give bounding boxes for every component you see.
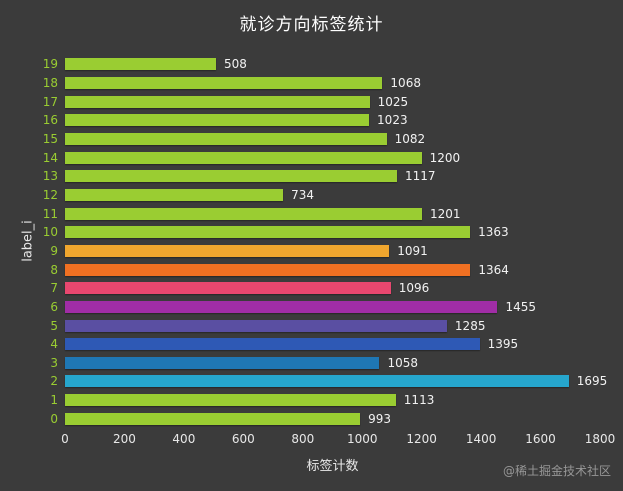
bar-category-9 — [65, 244, 390, 257]
bar-row: 1023 — [65, 111, 600, 130]
bar-value-label: 993 — [368, 411, 392, 426]
bar-category-17 — [65, 95, 370, 108]
y-tick-label: 5 — [50, 318, 58, 333]
bar-value-label: 1201 — [429, 206, 461, 221]
x-tick-label: 800 — [291, 432, 315, 446]
bar-value-label: 1117 — [404, 169, 436, 184]
bar-value-label: 1363 — [478, 225, 509, 240]
bar-category-5 — [65, 319, 447, 332]
y-tick-label: 19 — [42, 57, 58, 72]
bar-category-4 — [65, 338, 480, 351]
y-tick-label: 4 — [50, 337, 58, 352]
bar-value-label: 1023 — [377, 113, 408, 128]
x-tick-label: 1600 — [525, 432, 556, 446]
x-tick-label: 200 — [112, 432, 136, 446]
y-tick-label: 1 — [50, 393, 58, 408]
x-axis-label: 标签计数 — [306, 459, 359, 474]
bar-value-label: 1695 — [576, 374, 608, 389]
x-tick-label: 1000 — [346, 432, 378, 446]
y-tick-label: 9 — [50, 243, 58, 258]
bar-value-label: 1364 — [478, 262, 509, 277]
bar-value-label: 734 — [291, 187, 315, 202]
bar-category-2 — [65, 375, 569, 388]
y-tick-labels: 19 18 17 16 15 14 13 12 11 10 9 8 7 6 5 4 3 2 1 0 — [0, 55, 58, 428]
bar-row: 1395 — [65, 335, 600, 354]
bar-row: 1363 — [65, 223, 600, 242]
bar-category-18 — [65, 76, 383, 89]
x-tick-label: 600 — [231, 432, 255, 446]
x-tick-label: 1800 — [584, 432, 616, 446]
bar-row: 508 — [65, 55, 600, 74]
bar-row: 1364 — [65, 260, 600, 279]
bar-category-13 — [65, 170, 397, 183]
watermark: @稀土掘金技术社区 — [502, 464, 611, 478]
bar-value-label: 1091 — [397, 243, 428, 258]
bar-value-label: 1285 — [454, 318, 486, 333]
bar-value-label: 1113 — [403, 393, 435, 408]
y-tick-label: 11 — [42, 206, 58, 221]
bar-row: 1025 — [65, 92, 600, 111]
bar-row: 1117 — [65, 167, 600, 186]
bar-category-15 — [65, 132, 387, 145]
y-tick-label: 7 — [50, 281, 58, 296]
bar-category-12 — [65, 188, 284, 201]
bar-category-1 — [65, 394, 396, 407]
bar-value-label: 1058 — [387, 355, 418, 370]
y-tick-label: 17 — [42, 94, 58, 109]
y-tick-label: 8 — [50, 262, 58, 277]
bar-value-label: 1068 — [390, 75, 421, 90]
bar-row: 1201 — [65, 204, 600, 223]
y-tick-label: 12 — [42, 187, 58, 202]
bar-row: 1200 — [65, 148, 600, 167]
bar-category-8 — [65, 263, 471, 276]
y-tick-label: 16 — [42, 113, 58, 128]
bar-row: 1091 — [65, 242, 600, 261]
bar-row: 1455 — [65, 298, 600, 317]
y-tick-label: 2 — [50, 374, 58, 389]
bar-row: 1113 — [65, 391, 600, 410]
bar-row: 1695 — [65, 372, 607, 391]
bar-value-label: 1395 — [487, 337, 519, 352]
x-tick-label: 1200 — [406, 432, 437, 446]
bar-value-label: 1096 — [398, 281, 430, 296]
bar-row: 1285 — [65, 316, 600, 335]
chart-title: 就诊方向标签统计 — [239, 15, 384, 35]
bar-row: 734 — [65, 186, 600, 205]
y-tick-label: 18 — [42, 75, 58, 90]
x-tick-label: 0 — [61, 432, 69, 446]
bar-value-label: 1455 — [505, 299, 536, 314]
bar-row: 1082 — [65, 130, 600, 149]
bar-value-label: 508 — [223, 57, 247, 72]
bar-category-0 — [65, 412, 361, 425]
bar-category-16 — [65, 114, 370, 127]
y-tick-label: 3 — [50, 355, 58, 370]
bar-value-label: 1082 — [394, 131, 426, 146]
y-tick-label: 15 — [42, 131, 58, 146]
y-tick-label: 0 — [50, 411, 58, 426]
y-tick-label: 14 — [42, 150, 58, 165]
bar-row: 1058 — [65, 354, 600, 373]
bar-value-label: 1200 — [429, 150, 461, 165]
y-tick-label: 6 — [50, 299, 58, 314]
bar-category-11 — [65, 207, 422, 220]
y-tick-label: 13 — [42, 169, 58, 184]
x-tick-label: 1400 — [465, 432, 497, 446]
x-tick-label: 400 — [172, 432, 196, 446]
bar-category-10 — [65, 226, 471, 239]
bar-category-3 — [65, 356, 380, 369]
bar-value-label: 1025 — [377, 94, 409, 109]
bar-category-6 — [65, 300, 498, 313]
y-tick-label: 10 — [42, 225, 58, 240]
bar-category-7 — [65, 282, 391, 295]
x-tick-labels: 0 200 400 600 800 1000 1200 1400 1600 1800 — [61, 432, 615, 449]
bar-category-14 — [65, 151, 422, 164]
plot-area: 508 1068 1025 1023 1082 1200 1117 734 1201 1363 10… — [65, 55, 607, 428]
bar-row: 993 — [65, 409, 600, 428]
bar-row: 1096 — [65, 279, 600, 298]
bar-row: 1068 — [65, 74, 600, 93]
bar-category-19 — [65, 58, 216, 71]
